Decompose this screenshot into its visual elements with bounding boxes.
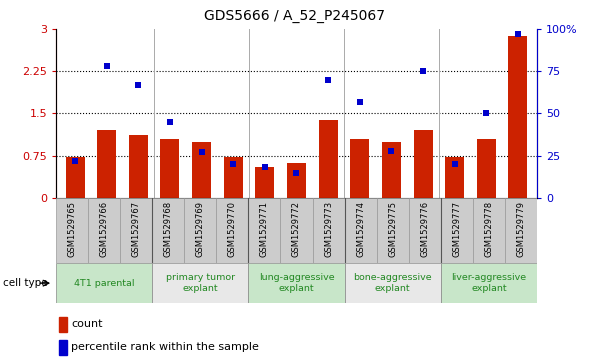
Bar (97, 130, 116, 198)
Text: lung-aggressive
explant: lung-aggressive explant (258, 273, 335, 293)
Text: GSM1529776: GSM1529776 (420, 201, 429, 257)
Bar (56, 263, 152, 303)
Text: primary tumor
explant: primary tumor explant (166, 273, 235, 293)
Bar (345, 263, 441, 303)
Bar (414, 130, 432, 198)
Bar (350, 139, 369, 198)
Text: cell type: cell type (3, 278, 48, 288)
Bar (445, 157, 464, 198)
Text: GSM1529765: GSM1529765 (68, 201, 77, 257)
Bar (65, 157, 84, 198)
Text: liver-aggressive
explant: liver-aggressive explant (451, 273, 526, 293)
Bar (255, 167, 274, 198)
Bar (152, 263, 248, 303)
Bar (376, 198, 409, 263)
Text: GSM1529769: GSM1529769 (196, 201, 205, 257)
Bar (280, 198, 313, 263)
Bar (382, 142, 401, 198)
Text: GSM1529768: GSM1529768 (164, 201, 173, 257)
Text: GSM1529770: GSM1529770 (228, 201, 237, 257)
Bar (184, 198, 217, 263)
Text: GDS5666 / A_52_P245067: GDS5666 / A_52_P245067 (205, 9, 385, 23)
Text: 4T1 parental: 4T1 parental (74, 279, 135, 287)
Text: GSM1529772: GSM1529772 (292, 201, 301, 257)
Bar (477, 139, 496, 198)
Bar (441, 198, 473, 263)
Bar (120, 198, 152, 263)
Bar (224, 157, 242, 198)
Bar (217, 198, 248, 263)
Text: GSM1529766: GSM1529766 (100, 201, 109, 257)
Bar (505, 198, 537, 263)
Text: bone-aggressive
explant: bone-aggressive explant (353, 273, 432, 293)
Text: percentile rank within the sample: percentile rank within the sample (71, 342, 259, 352)
Bar (287, 163, 306, 198)
Bar (56, 198, 88, 263)
Text: count: count (71, 319, 103, 330)
Bar (441, 263, 537, 303)
Bar (59, 339, 67, 355)
Bar (319, 120, 337, 198)
Text: GSM1529777: GSM1529777 (453, 201, 461, 257)
Bar (59, 317, 67, 332)
Bar (160, 139, 179, 198)
Text: GSM1529778: GSM1529778 (484, 201, 493, 257)
Bar (473, 198, 505, 263)
Bar (152, 198, 184, 263)
Text: GSM1529779: GSM1529779 (516, 201, 525, 257)
Bar (192, 142, 211, 198)
Bar (409, 198, 441, 263)
Bar (248, 198, 280, 263)
Text: GSM1529773: GSM1529773 (324, 201, 333, 257)
Bar (88, 198, 120, 263)
Text: GSM1529771: GSM1529771 (260, 201, 269, 257)
Bar (129, 135, 148, 198)
Text: GSM1529774: GSM1529774 (356, 201, 365, 257)
Bar (248, 263, 345, 303)
Bar (509, 36, 527, 198)
Text: GSM1529775: GSM1529775 (388, 201, 397, 257)
Text: GSM1529767: GSM1529767 (132, 201, 140, 257)
Bar (345, 198, 376, 263)
Bar (313, 198, 345, 263)
